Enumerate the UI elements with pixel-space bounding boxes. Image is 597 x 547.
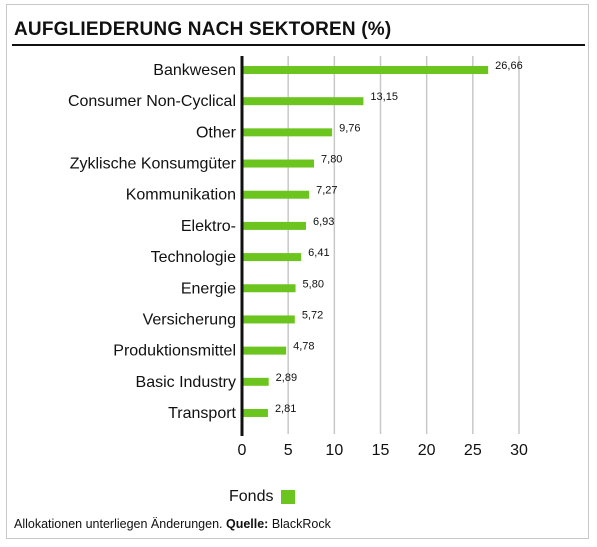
category-label: Other (196, 124, 237, 141)
value-label: 4,78 (293, 341, 314, 353)
value-label: 7,27 (316, 185, 337, 197)
value-label: 13,15 (370, 91, 398, 103)
x-tick-label: 10 (325, 442, 343, 459)
value-label: 6,93 (313, 216, 334, 228)
value-label: 2,81 (275, 403, 296, 415)
category-label: Produktionsmittel (113, 343, 236, 360)
value-label: 7,80 (321, 154, 342, 166)
footnote-text: Allokationen unterliegen Änderungen. (14, 517, 226, 531)
category-label: Elektro- (181, 218, 236, 235)
x-tick-label: 15 (372, 442, 390, 459)
title-divider (12, 44, 585, 46)
footnote: Allokationen unterliegen Änderungen. Que… (14, 517, 331, 531)
bar (242, 346, 287, 355)
x-tick-label: 25 (464, 442, 482, 459)
category-label: Versicherung (143, 311, 236, 328)
bar (242, 159, 315, 168)
category-label: Transport (168, 405, 236, 422)
category-label: Zyklische Konsumgüter (70, 156, 237, 173)
x-tick-label: 20 (418, 442, 436, 459)
bar (242, 128, 333, 137)
footnote-source: BlackRock (268, 517, 331, 531)
value-label: 2,89 (276, 372, 297, 384)
value-label: 5,80 (303, 278, 324, 290)
value-label: 26,66 (495, 60, 523, 72)
bar (242, 66, 489, 74)
category-label: Consumer Non-Cyclical (68, 93, 236, 110)
x-tick-label: 30 (510, 442, 528, 459)
x-tick-label: 0 (238, 442, 247, 459)
legend-label: Fonds (229, 488, 274, 505)
footnote-source-label: Quelle: (225, 517, 269, 531)
value-label: 6,41 (308, 247, 329, 259)
bar (242, 221, 306, 230)
category-label: Energie (181, 280, 236, 297)
bar (242, 408, 268, 417)
value-label: 9,76 (339, 122, 360, 134)
category-label: Technologie (151, 249, 237, 266)
legend-swatch (281, 490, 296, 504)
chart-title: AUFGLIEDERUNG NACH SEKTOREN (%) (14, 19, 392, 40)
legend: Fonds (229, 488, 296, 506)
chart-frame (6, 4, 589, 539)
category-label: Kommunikation (126, 187, 236, 204)
bar (242, 377, 269, 386)
value-label: 5,72 (302, 309, 323, 321)
bar (242, 190, 310, 199)
bar (242, 97, 364, 106)
category-label: Bankwesen (153, 62, 236, 79)
category-label: Basic Industry (136, 374, 236, 391)
x-tick-label: 5 (284, 442, 293, 459)
bar (242, 315, 295, 324)
bar (242, 284, 296, 293)
bar (242, 253, 302, 262)
